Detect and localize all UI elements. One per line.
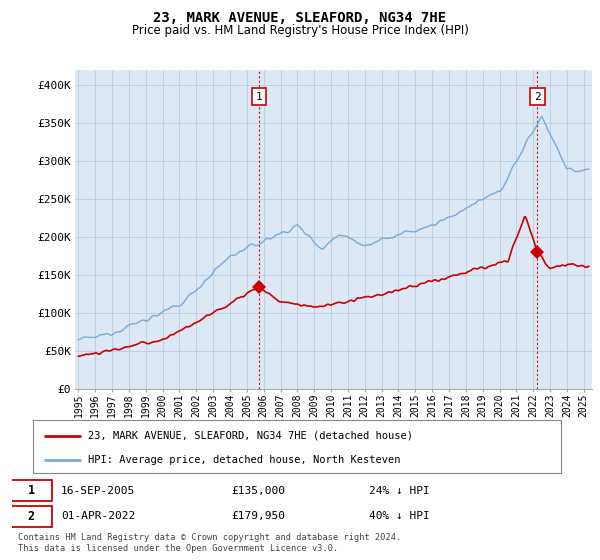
- Text: 16-SEP-2005: 16-SEP-2005: [61, 486, 135, 496]
- Text: 01-APR-2022: 01-APR-2022: [61, 511, 135, 521]
- Text: 23, MARK AVENUE, SLEAFORD, NG34 7HE: 23, MARK AVENUE, SLEAFORD, NG34 7HE: [154, 11, 446, 25]
- Text: Price paid vs. HM Land Registry's House Price Index (HPI): Price paid vs. HM Land Registry's House …: [131, 24, 469, 36]
- Text: 1: 1: [28, 484, 35, 497]
- FancyBboxPatch shape: [9, 506, 52, 527]
- Text: HPI: Average price, detached house, North Kesteven: HPI: Average price, detached house, Nort…: [88, 455, 401, 465]
- Text: £135,000: £135,000: [231, 486, 285, 496]
- Text: 2: 2: [534, 92, 541, 101]
- Text: 40% ↓ HPI: 40% ↓ HPI: [369, 511, 430, 521]
- FancyBboxPatch shape: [9, 480, 52, 501]
- Text: 1: 1: [256, 92, 262, 101]
- Text: 23, MARK AVENUE, SLEAFORD, NG34 7HE (detached house): 23, MARK AVENUE, SLEAFORD, NG34 7HE (det…: [88, 431, 413, 441]
- Text: Contains HM Land Registry data © Crown copyright and database right 2024.
This d: Contains HM Land Registry data © Crown c…: [18, 533, 401, 553]
- Text: 24% ↓ HPI: 24% ↓ HPI: [369, 486, 430, 496]
- Text: £179,950: £179,950: [231, 511, 285, 521]
- Text: 2: 2: [28, 510, 35, 523]
